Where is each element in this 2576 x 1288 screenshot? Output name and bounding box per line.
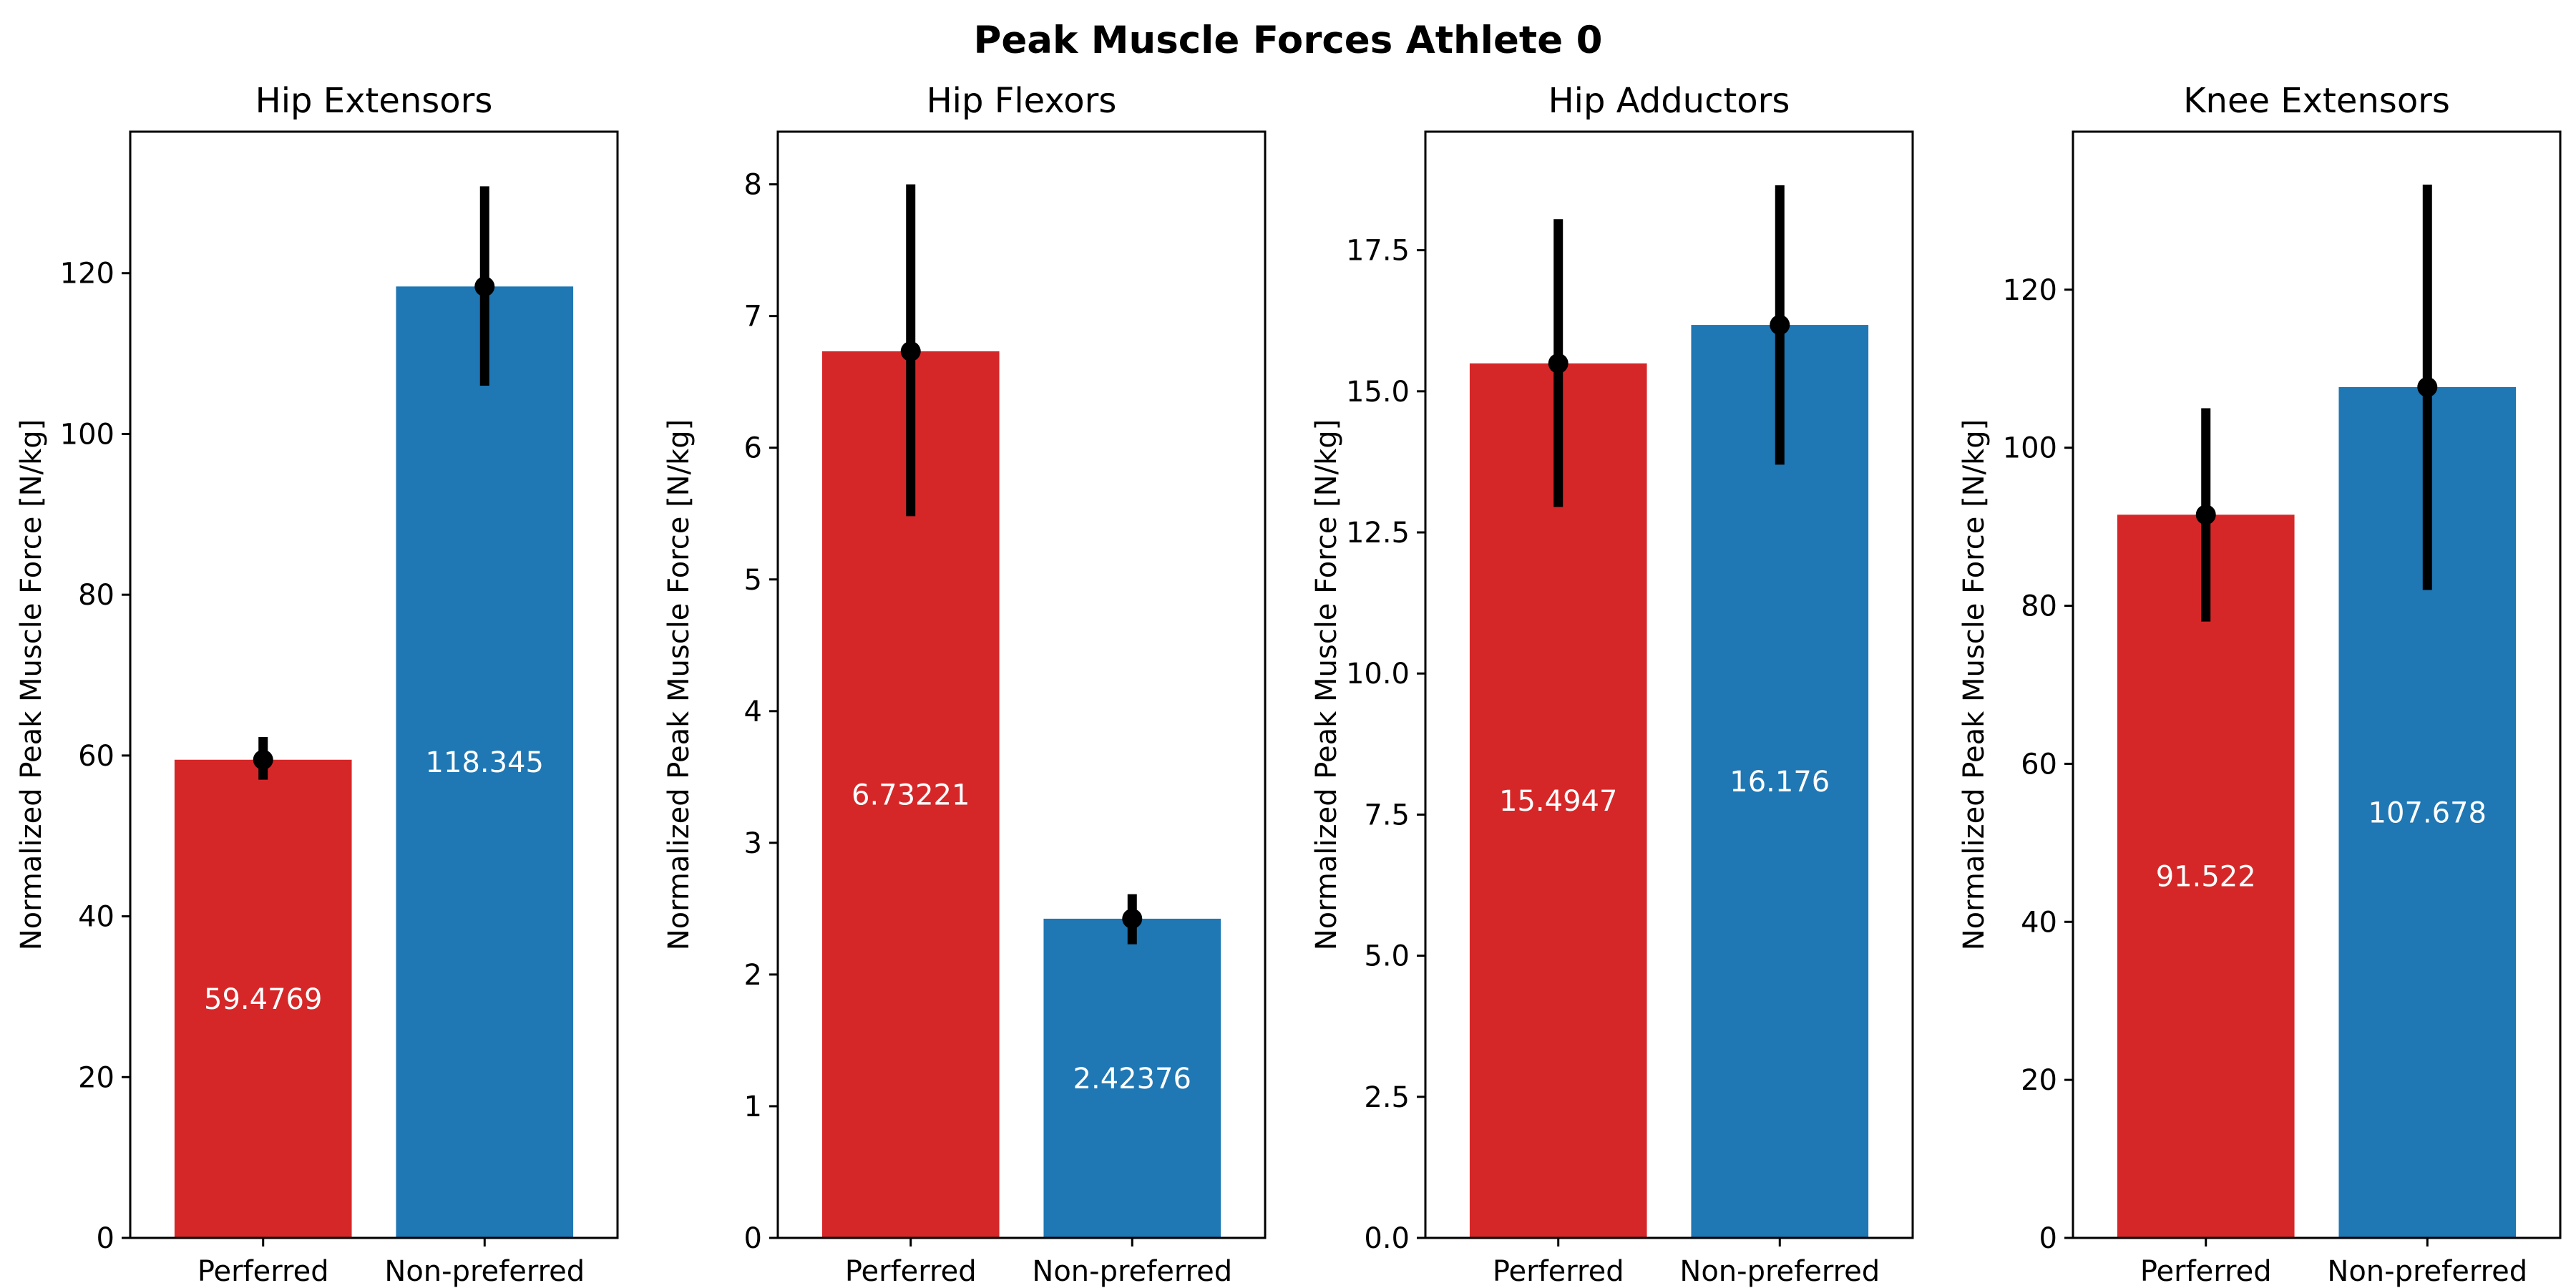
y-tick-label: 0 [2039, 1222, 2057, 1255]
mean-marker [900, 341, 921, 361]
y-tick-label: 1 [744, 1091, 762, 1123]
y-tick-label: 12.5 [1346, 517, 1410, 550]
panel-title: Hip Extensors [255, 81, 493, 121]
data-label: 2.42376 [1073, 1063, 1191, 1096]
mean-marker [2417, 376, 2438, 397]
figure-title: Peak Muscle Forces Athlete 0 [973, 19, 1602, 62]
y-tick-label: 3 [744, 827, 762, 860]
y-tick-label: 7 [744, 301, 762, 333]
panel-title: Knee Extensors [2183, 81, 2450, 121]
data-label: 16.176 [1729, 766, 1830, 799]
mean-marker [253, 749, 273, 770]
panel-title: Hip Flexors [927, 81, 1117, 121]
y-tick-label: 120 [2003, 274, 2057, 307]
data-label: 6.73221 [852, 779, 970, 811]
y-tick-label: 7.5 [1364, 799, 1410, 831]
bar-non-preferred [1043, 918, 1221, 1238]
axes-frame [776, 130, 1267, 1239]
y-axis-label: Normalized Peak Muscle Force [N/kg] [1958, 419, 1991, 950]
x-tick-label: Non-preferred [384, 1255, 585, 1288]
y-axis-label: Normalized Peak Muscle Force [N/kg] [1310, 419, 1343, 950]
x-tick-label: Non-preferred [1032, 1255, 1232, 1288]
y-tick-label: 100 [2003, 432, 2057, 465]
mean-marker [2195, 504, 2216, 525]
mean-marker [1122, 908, 1143, 929]
data-label: 107.678 [2368, 796, 2487, 829]
data-label: 91.522 [2156, 861, 2256, 894]
y-tick-label: 80 [2021, 590, 2057, 623]
y-tick-label: 0 [97, 1222, 114, 1255]
panel-3: 15.4947 16.176 0.0 2.5 5.0 7.5 10.0 12.5 15.0 17.… [1310, 81, 1914, 1288]
y-tick-label: 40 [2021, 906, 2057, 939]
y-tick-label: 80 [78, 579, 114, 612]
axes-frame [129, 130, 619, 1239]
x-tick-label: Perferred [197, 1255, 329, 1288]
y-tick-label: 10.0 [1346, 658, 1410, 691]
y-tick-label: 120 [60, 258, 114, 291]
bar-non-preferred [396, 286, 574, 1238]
x-tick-label: Non-preferred [1679, 1255, 1880, 1288]
y-axis-label: Normalized Peak Muscle Force [N/kg] [663, 419, 696, 950]
y-tick-label: 5.0 [1364, 940, 1410, 973]
bar-non-preferred [1691, 325, 1869, 1239]
x-tick-label: Perferred [2140, 1255, 2272, 1288]
data-label: 59.4769 [204, 983, 322, 1016]
y-tick-label: 2.5 [1364, 1081, 1410, 1114]
x-tick-label: Perferred [1493, 1255, 1624, 1288]
y-tick-label: 60 [2021, 748, 2057, 781]
y-tick-label: 2 [744, 959, 762, 992]
axes-frame [1424, 130, 1914, 1239]
y-tick-label: 60 [78, 740, 114, 773]
x-tick-label: Perferred [845, 1255, 977, 1288]
y-tick-label: 20 [2021, 1064, 2057, 1097]
panel-4: 91.522 107.678 0 20 40 60 80 100 120 Perferred Non… [1958, 81, 2562, 1288]
bar-perferred [2117, 514, 2295, 1238]
bar-perferred [174, 759, 352, 1238]
data-label: 118.345 [426, 746, 544, 779]
y-tick-label: 0.0 [1364, 1222, 1410, 1255]
panel-2: 6.73221 2.42376 0 1 2 3 4 5 6 7 8 Perferred Non-pref… [663, 81, 1267, 1288]
panel-1: 59.4769 118.345 0 20 40 60 80 100 120 Perferred No… [15, 81, 619, 1288]
y-tick-label: 4 [744, 696, 762, 728]
y-tick-label: 8 [744, 169, 762, 202]
y-tick-label: 15.0 [1346, 376, 1410, 409]
bar-perferred [1469, 363, 1647, 1238]
y-tick-label: 40 [78, 901, 114, 934]
mean-marker [474, 276, 495, 297]
y-tick-label: 20 [78, 1061, 114, 1094]
y-tick-label: 100 [60, 418, 114, 451]
y-tick-label: 5 [744, 564, 762, 597]
y-tick-label: 17.5 [1346, 235, 1410, 268]
y-axis-label: Normalized Peak Muscle Force [N/kg] [15, 419, 48, 950]
y-tick-label: 6 [744, 432, 762, 465]
data-label: 15.4947 [1499, 785, 1617, 818]
mean-marker [1548, 353, 1568, 374]
y-tick-label: 0 [744, 1222, 762, 1255]
axes-frame [2072, 130, 2562, 1239]
mean-marker [1770, 315, 1790, 336]
panel-title: Hip Adductors [1548, 81, 1790, 121]
x-tick-label: Non-preferred [2327, 1255, 2527, 1288]
